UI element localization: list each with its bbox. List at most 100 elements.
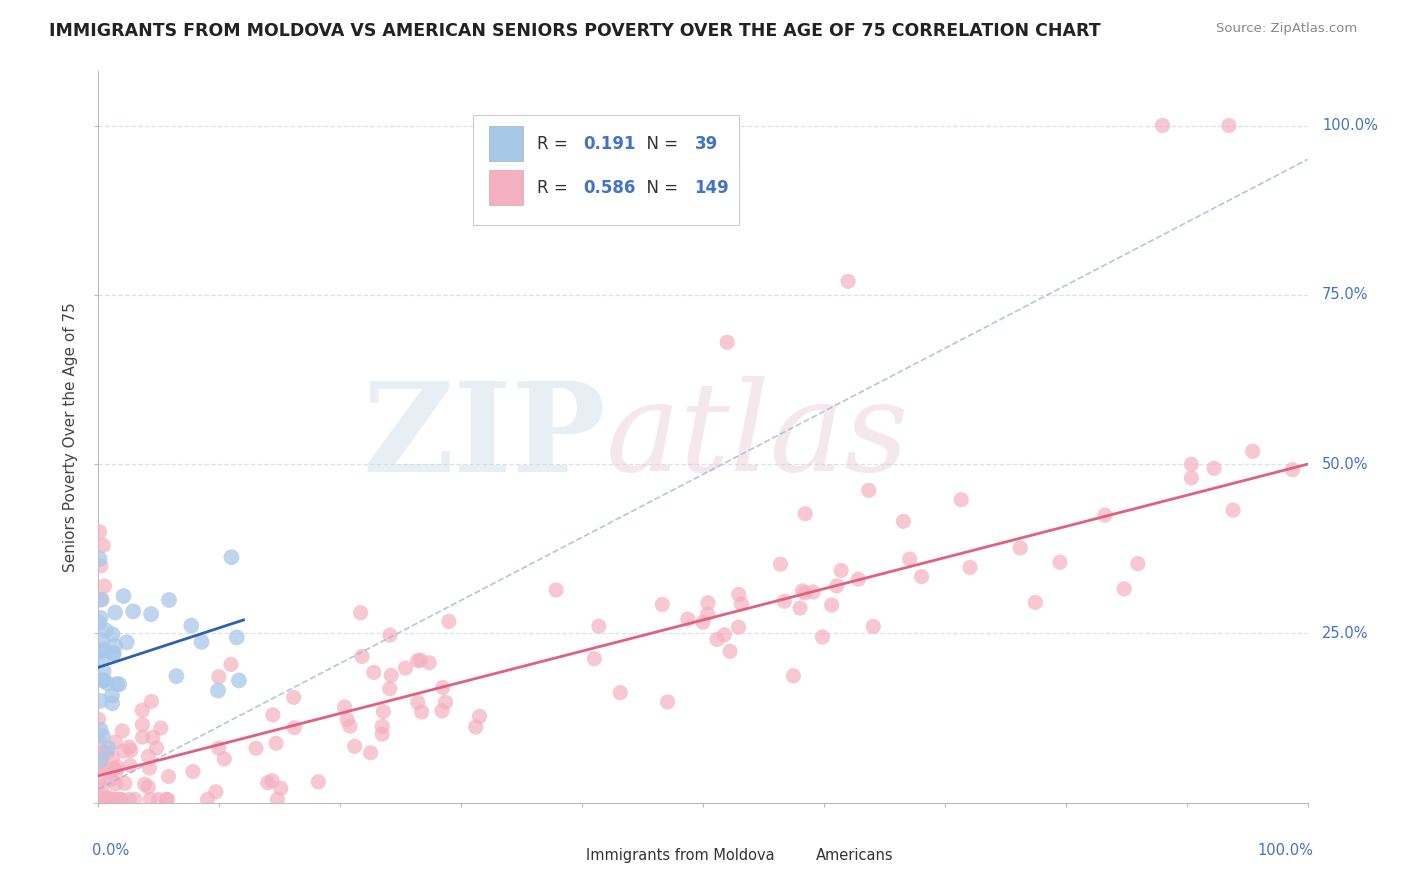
Point xyxy=(697,596,720,610)
Point xyxy=(794,507,817,521)
Point xyxy=(91,538,114,552)
Point xyxy=(716,335,738,350)
Point xyxy=(283,690,305,705)
Point xyxy=(651,598,673,612)
Point xyxy=(1180,458,1202,472)
Point xyxy=(104,639,127,653)
Point xyxy=(411,705,433,719)
Point xyxy=(122,604,145,618)
Point xyxy=(115,635,138,649)
Point xyxy=(120,743,142,757)
Point xyxy=(1241,444,1264,458)
Point xyxy=(432,681,454,695)
Point xyxy=(349,606,371,620)
Point xyxy=(157,770,180,784)
Point xyxy=(264,736,287,750)
Point xyxy=(197,792,219,806)
Point xyxy=(221,550,243,565)
Text: Source: ZipAtlas.com: Source: ZipAtlas.com xyxy=(1216,22,1357,36)
Point xyxy=(112,589,135,603)
Point xyxy=(811,630,834,644)
Point xyxy=(111,723,134,738)
Point xyxy=(118,792,141,806)
Text: 0.191: 0.191 xyxy=(583,135,636,153)
Point xyxy=(1049,555,1071,569)
Point xyxy=(1126,557,1149,571)
Point xyxy=(93,673,115,688)
Point xyxy=(437,615,460,629)
FancyBboxPatch shape xyxy=(540,844,574,867)
Point xyxy=(101,627,124,641)
Point xyxy=(97,790,120,805)
Point xyxy=(103,762,125,776)
Point xyxy=(692,615,714,630)
Point xyxy=(93,665,115,679)
Point xyxy=(769,558,792,572)
Point xyxy=(789,601,811,615)
Point xyxy=(898,552,921,566)
Point xyxy=(727,620,749,634)
Point xyxy=(464,720,486,734)
Point xyxy=(100,792,122,806)
Point xyxy=(214,752,236,766)
Point xyxy=(91,633,114,648)
Point xyxy=(270,781,292,796)
Point xyxy=(1281,463,1303,477)
Point xyxy=(96,676,118,690)
Point xyxy=(93,642,115,657)
Point xyxy=(90,694,112,708)
Point xyxy=(91,729,114,743)
Point xyxy=(138,761,160,775)
Point xyxy=(131,730,153,744)
Point xyxy=(307,774,329,789)
Point xyxy=(96,792,118,806)
Point xyxy=(120,758,142,772)
FancyBboxPatch shape xyxy=(769,844,803,867)
Text: R =: R = xyxy=(537,135,574,153)
Point xyxy=(219,657,242,672)
Point xyxy=(846,572,869,586)
Text: N =: N = xyxy=(637,178,683,196)
Point xyxy=(245,741,267,756)
Point xyxy=(825,579,848,593)
Point xyxy=(727,587,749,601)
Point xyxy=(228,673,250,688)
Point xyxy=(90,753,112,767)
Point xyxy=(165,669,187,683)
Text: 100.0%: 100.0% xyxy=(1322,118,1378,133)
Point xyxy=(124,792,146,806)
Point xyxy=(139,607,162,621)
Point xyxy=(336,713,359,727)
Point xyxy=(959,560,981,574)
Point xyxy=(101,646,124,660)
Text: ZIP: ZIP xyxy=(363,376,606,498)
Text: 0.586: 0.586 xyxy=(583,178,636,196)
Point xyxy=(103,792,125,806)
Point xyxy=(91,760,114,774)
Text: 75.0%: 75.0% xyxy=(1322,287,1368,302)
Point xyxy=(1114,582,1136,596)
Point xyxy=(1094,508,1116,523)
Point xyxy=(91,651,114,665)
Point xyxy=(96,747,118,761)
Point xyxy=(101,750,124,764)
Point xyxy=(141,694,163,708)
Point xyxy=(371,719,394,733)
Text: 0.0%: 0.0% xyxy=(93,843,129,858)
Point xyxy=(89,552,111,566)
Point xyxy=(142,731,165,745)
Point xyxy=(1202,461,1225,475)
Point xyxy=(266,792,288,806)
Point xyxy=(339,719,361,733)
Point xyxy=(821,598,844,612)
Text: 39: 39 xyxy=(695,135,718,153)
Point xyxy=(91,592,114,607)
Text: 100.0%: 100.0% xyxy=(1258,843,1313,858)
Point xyxy=(105,760,128,774)
Point xyxy=(208,670,231,684)
Text: 50.0%: 50.0% xyxy=(1322,457,1368,472)
Point xyxy=(858,483,880,498)
Point xyxy=(378,628,401,642)
Point xyxy=(98,792,121,806)
Point xyxy=(139,792,162,806)
